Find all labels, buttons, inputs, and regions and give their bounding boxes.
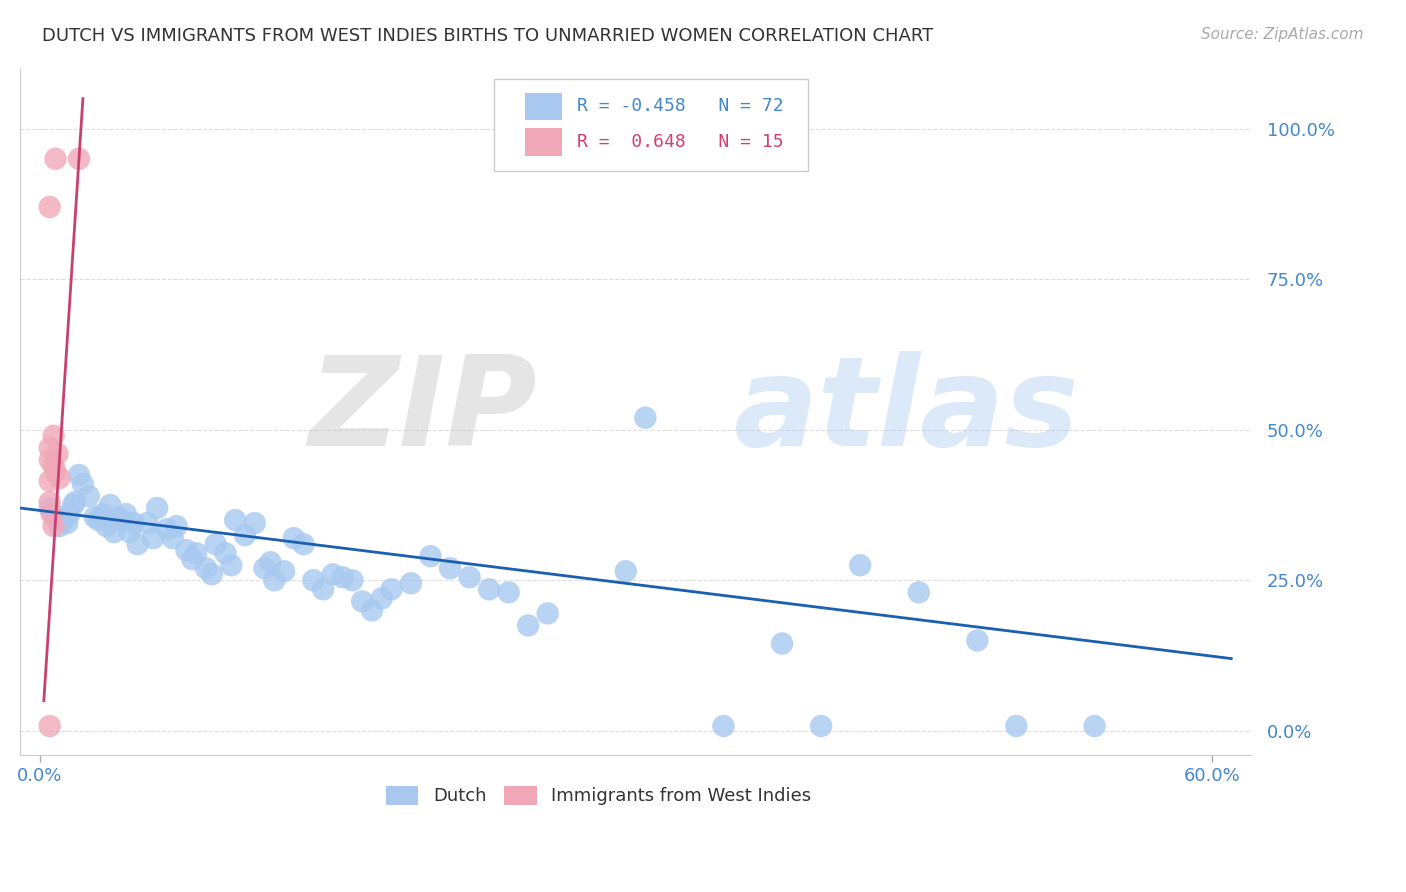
Point <box>67 152 90 166</box>
Point <box>849 558 872 573</box>
Point <box>292 537 315 551</box>
Point <box>67 467 90 482</box>
Point <box>273 564 295 578</box>
Point <box>537 607 560 621</box>
Point <box>439 561 461 575</box>
Point <box>966 633 988 648</box>
Point <box>352 594 374 608</box>
Point <box>194 561 217 575</box>
Point <box>77 489 100 503</box>
Point <box>204 537 226 551</box>
Point <box>312 582 335 597</box>
Point <box>214 546 236 560</box>
Text: R = -0.458   N = 72: R = -0.458 N = 72 <box>576 97 783 115</box>
Point <box>83 510 105 524</box>
Point <box>283 531 305 545</box>
Point <box>98 498 121 512</box>
Point <box>56 516 79 530</box>
Point <box>45 510 67 524</box>
Point <box>103 525 125 540</box>
Point <box>634 410 657 425</box>
Text: Source: ZipAtlas.com: Source: ZipAtlas.com <box>1201 27 1364 42</box>
Point <box>1083 719 1105 733</box>
Point <box>713 719 735 733</box>
Point <box>259 555 281 569</box>
Point <box>614 564 637 578</box>
Point <box>63 495 86 509</box>
Point <box>233 528 256 542</box>
Legend: Dutch, Immigrants from West Indies: Dutch, Immigrants from West Indies <box>377 777 821 814</box>
Point <box>42 458 65 473</box>
Point <box>45 152 67 166</box>
Point <box>263 574 285 588</box>
Point <box>181 552 204 566</box>
Point <box>361 603 384 617</box>
FancyBboxPatch shape <box>524 128 562 156</box>
Point <box>48 519 70 533</box>
Point <box>517 618 540 632</box>
Point <box>332 570 354 584</box>
Point <box>52 513 75 527</box>
Point <box>38 501 60 516</box>
FancyBboxPatch shape <box>494 78 808 171</box>
Point <box>58 507 80 521</box>
Point <box>96 519 118 533</box>
Point <box>146 501 169 516</box>
Point <box>498 585 520 599</box>
Point <box>127 537 149 551</box>
Point <box>253 561 276 575</box>
Text: DUTCH VS IMMIGRANTS FROM WEST INDIES BIRTHS TO UNMARRIED WOMEN CORRELATION CHART: DUTCH VS IMMIGRANTS FROM WEST INDIES BIR… <box>42 27 934 45</box>
Point <box>162 531 184 545</box>
Point <box>41 507 63 521</box>
Point <box>166 519 188 533</box>
Point <box>243 516 266 530</box>
Point <box>201 567 224 582</box>
Text: atlas: atlas <box>734 351 1080 472</box>
Point <box>156 522 179 536</box>
Point <box>42 429 65 443</box>
Point <box>122 516 145 530</box>
Point <box>48 471 70 485</box>
Point <box>1005 719 1028 733</box>
Point <box>322 567 344 582</box>
Point <box>770 636 793 650</box>
Point <box>370 591 392 606</box>
Point <box>72 477 94 491</box>
Point <box>107 510 129 524</box>
Point <box>186 546 208 560</box>
Point <box>45 465 67 479</box>
Point <box>810 719 832 733</box>
Point <box>458 570 481 584</box>
Point <box>224 513 246 527</box>
Point <box>399 576 422 591</box>
Point <box>38 719 60 733</box>
Point <box>176 543 198 558</box>
Point <box>42 519 65 533</box>
Point <box>907 585 929 599</box>
Point <box>111 513 134 527</box>
Point <box>87 513 110 527</box>
Point <box>115 507 138 521</box>
Point <box>221 558 243 573</box>
Point <box>38 495 60 509</box>
Text: ZIP: ZIP <box>308 351 537 472</box>
Point <box>380 582 402 597</box>
Point <box>62 498 84 512</box>
Point <box>136 516 159 530</box>
Point <box>342 574 364 588</box>
Point <box>38 441 60 455</box>
Point <box>38 474 60 488</box>
Point <box>478 582 501 597</box>
Point <box>38 453 60 467</box>
Point <box>142 531 165 545</box>
Point <box>91 507 114 521</box>
FancyBboxPatch shape <box>524 93 562 120</box>
Point <box>118 525 141 540</box>
Text: R =  0.648   N = 15: R = 0.648 N = 15 <box>576 133 783 151</box>
Point <box>419 549 441 564</box>
Point <box>38 200 60 214</box>
Point <box>46 447 69 461</box>
Point <box>302 574 325 588</box>
